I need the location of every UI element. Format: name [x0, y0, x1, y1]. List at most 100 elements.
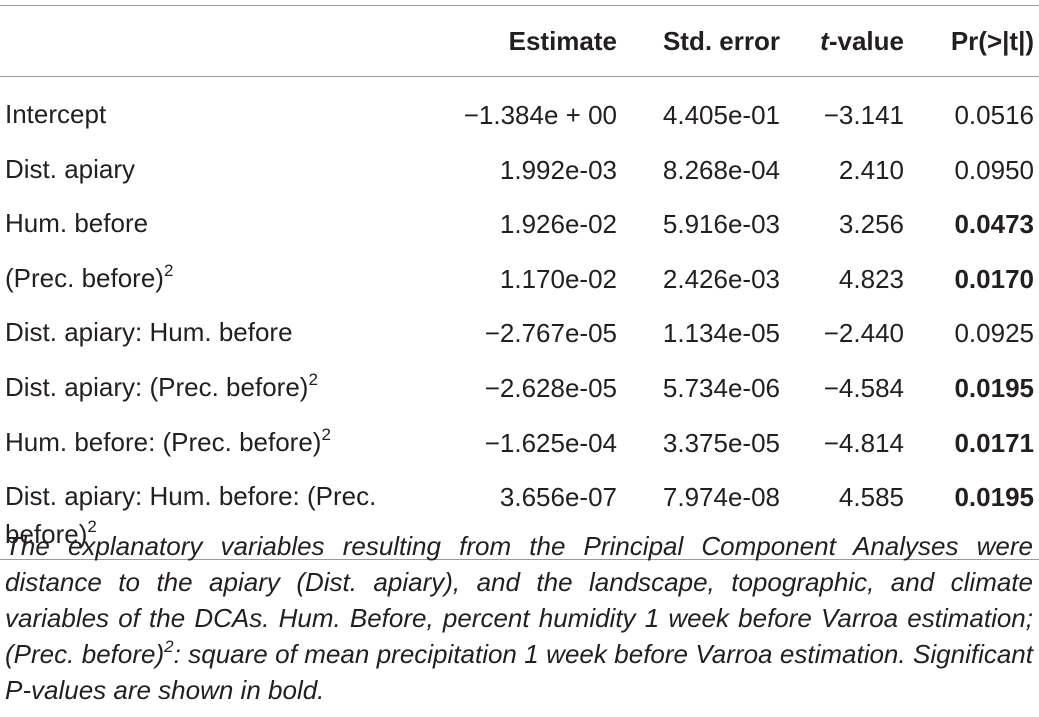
cell: 3.256 [785, 197, 909, 252]
table-row: Hum. before: (Prec. before)2 −1.625e-04 3.… [0, 416, 1039, 471]
cell: 4.585 [785, 470, 909, 560]
results-table: Estimate Std. error t-value Pr(>|t|) Interc… [0, 5, 1039, 560]
cell-value: −3.141 [823, 100, 904, 130]
cell: 7.974e-08 [622, 470, 785, 560]
cell-value: −2.440 [823, 318, 904, 349]
cell: −3.141 [785, 77, 909, 143]
cell-value: −1.625e-04 [484, 427, 617, 458]
p-value: 0.0925 [954, 318, 1034, 349]
cell: −2.440 [785, 306, 909, 361]
cell: 0.0950 [909, 143, 1039, 198]
p-value: 0.0195 [954, 372, 1034, 403]
label-text: Dist. apiary [5, 153, 136, 184]
cell: 1.170e-02 [410, 252, 622, 307]
cell-value: 4.405e-01 [662, 100, 780, 130]
row-label: Dist. apiary: Hum. before: (Prec. before… [0, 470, 410, 560]
cell: 0.0925 [909, 306, 1039, 361]
cell-value: 1.926e-02 [499, 209, 617, 240]
row-label: Hum. before: (Prec. before)2 [0, 416, 410, 471]
label-text: Hum. before: (Prec. before) [5, 426, 322, 457]
cell: 0.0170 [909, 252, 1039, 307]
column-header: t-value [785, 6, 909, 77]
cell: 0.0195 [909, 361, 1039, 416]
cell: 0.0473 [909, 197, 1039, 252]
row-label: Dist. apiary [0, 143, 410, 198]
cell: 5.734e-06 [622, 361, 785, 416]
superscript: 2 [87, 517, 97, 537]
label-text: Intercept [5, 99, 107, 129]
table-row: Dist. apiary 1.992e-03 8.268e-04 2.410 0.095… [0, 143, 1039, 198]
cell: 8.268e-04 [622, 143, 785, 198]
superscript: 2 [163, 260, 174, 280]
table-body: Intercept −1.384e + 00 4.405e-01 −3.141 0.05… [0, 77, 1039, 560]
cell: 5.916e-03 [622, 197, 785, 252]
column-header: Pr(>|t|) [909, 6, 1039, 77]
cell-value: −1.384e + 00 [463, 100, 617, 130]
cell: 4.823 [785, 252, 909, 307]
cell: −2.628e-05 [410, 361, 622, 416]
table-header: Estimate Std. error t-value Pr(>|t|) [0, 5, 1039, 77]
cell-value: 3.375e-05 [662, 427, 780, 458]
row-label: Intercept [0, 77, 410, 143]
cell-value: 7.974e-08 [662, 482, 780, 513]
cell: −4.814 [785, 416, 909, 471]
label-text: Hum. before [5, 208, 149, 239]
cell-value: 1.992e-03 [499, 154, 617, 185]
row-label: Dist. apiary: (Prec. before)2 [0, 361, 410, 416]
header-italic: t [820, 26, 829, 56]
cell-value: 1.170e-02 [499, 263, 617, 294]
cell-value: 1.134e-05 [662, 318, 780, 349]
cell: 0.0516 [909, 77, 1039, 143]
header-empty [0, 6, 410, 77]
header-text: -value [828, 26, 904, 56]
cell-value: 4.585 [838, 482, 904, 513]
cell: 0.0171 [909, 416, 1039, 471]
label-text: Dist. apiary: (Prec. before) [5, 371, 309, 402]
label-text: (Prec. before) [5, 262, 164, 293]
cell-value: 2.426e-03 [662, 263, 780, 294]
footnote-text: The explanatory variables resulting from… [5, 531, 1033, 669]
table-row: Dist. apiary: Hum. before: (Prec. before… [0, 470, 1039, 560]
cell-value: −4.814 [823, 427, 904, 458]
row-label: Hum. before [0, 197, 410, 252]
table-row: Intercept −1.384e + 00 4.405e-01 −3.141 0.05… [0, 77, 1039, 143]
footnote: The explanatory variables resulting from… [5, 528, 1033, 708]
cell-value: 5.916e-03 [662, 209, 780, 240]
cell: −4.584 [785, 361, 909, 416]
footnote-text: : square of mean precipitation 1 week be… [5, 639, 1033, 705]
superscript: 2 [164, 637, 174, 656]
table-row: Hum. before 1.926e-02 5.916e-03 3.256 0.0473 [0, 197, 1039, 252]
table-row: Dist. apiary: (Prec. before)2 −2.628e-05 5… [0, 361, 1039, 416]
cell-value: 3.256 [838, 209, 904, 240]
p-value: 0.0171 [954, 427, 1034, 458]
cell: 0.0195 [909, 470, 1039, 560]
header-text: Pr(>|t|) [950, 26, 1034, 56]
cell: 3.375e-05 [622, 416, 785, 471]
header-text: Estimate [508, 26, 617, 56]
p-value: 0.0170 [954, 263, 1034, 294]
p-value: 0.0473 [954, 209, 1034, 240]
cell-value: −2.767e-05 [484, 318, 617, 349]
label-text: Dist. apiary: Hum. before [5, 317, 293, 348]
cell: 1.926e-02 [410, 197, 622, 252]
cell: −2.767e-05 [410, 306, 622, 361]
superscript: 2 [321, 424, 331, 444]
cell: 1.134e-05 [622, 306, 785, 361]
column-header: Std. error [622, 6, 785, 77]
cell: 2.410 [785, 143, 909, 198]
p-value: 0.0195 [954, 482, 1034, 513]
cell-value: 2.410 [838, 154, 904, 185]
cell-value: 8.268e-04 [662, 154, 780, 185]
table-row: (Prec. before)2 1.170e-02 2.426e-03 4.823 0.… [0, 252, 1039, 307]
p-value: 0.0516 [954, 100, 1034, 130]
cell: −1.384e + 00 [410, 77, 622, 143]
cell-value: −2.628e-05 [484, 372, 617, 403]
cell: −1.625e-04 [410, 416, 622, 471]
row-label: (Prec. before)2 [0, 252, 410, 307]
cell: 4.405e-01 [622, 77, 785, 143]
column-header: Estimate [410, 6, 622, 77]
header-text: Std. error [662, 26, 780, 56]
table-row: Dist. apiary: Hum. before −2.767e-05 1.134… [0, 306, 1039, 361]
label-text: Dist. apiary: Hum. before: (Prec. before… [5, 481, 377, 550]
